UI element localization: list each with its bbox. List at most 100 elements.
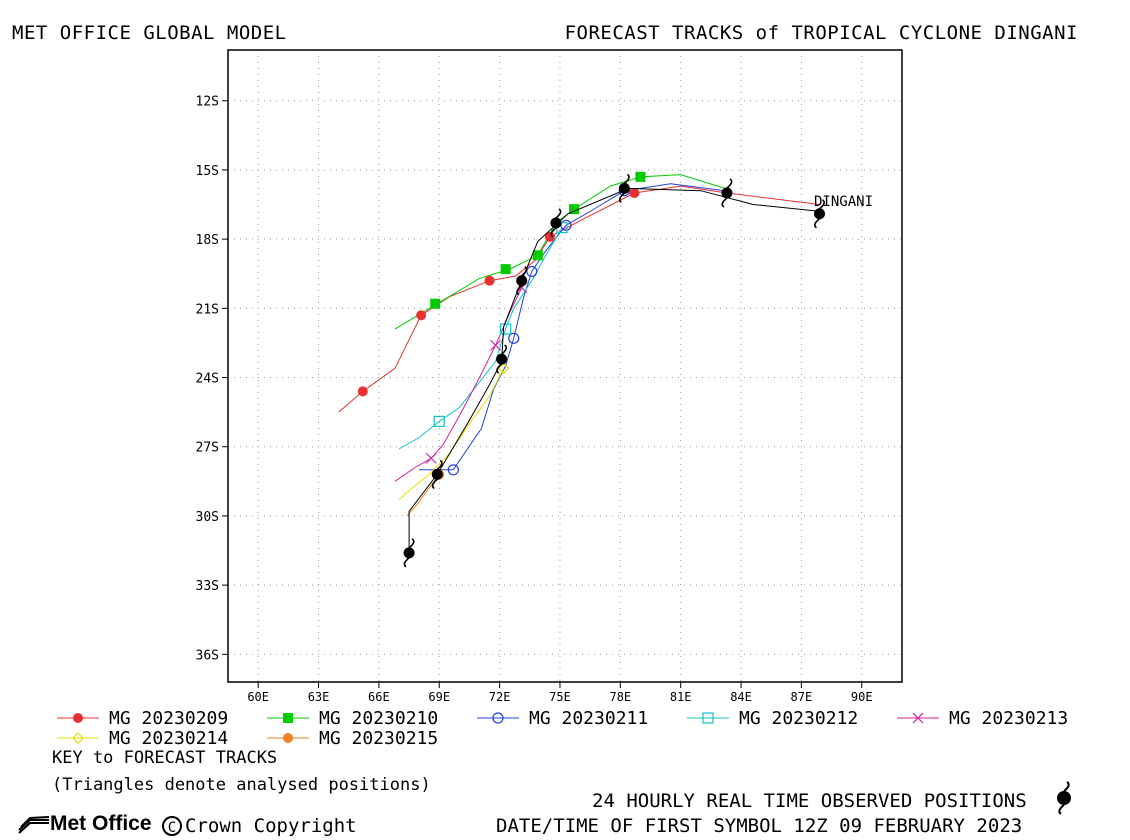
cyclone-arm bbox=[431, 478, 438, 490]
legend-item: MG 20230209 bbox=[55, 707, 228, 729]
observed-cyclone-symbol bbox=[721, 178, 733, 208]
legend-marker bbox=[283, 733, 293, 743]
legend-item: MG 20230211 bbox=[475, 707, 648, 729]
cyclone-arm bbox=[550, 227, 557, 238]
legend-label: MG 20230209 bbox=[109, 707, 229, 729]
copyright: C Crown Copyright bbox=[162, 815, 357, 837]
x-tick-label: 60E bbox=[247, 690, 269, 704]
forecast-marker bbox=[490, 339, 502, 351]
observed-track-line bbox=[408, 187, 822, 556]
forecast-marker bbox=[629, 188, 640, 199]
legend-item: MG 20230214 bbox=[55, 727, 228, 749]
cyclone-arm bbox=[516, 285, 523, 296]
cyclone-arm bbox=[726, 178, 733, 189]
observed-cyclone-symbol bbox=[431, 459, 443, 490]
legend-marker bbox=[702, 712, 714, 724]
x-tick-label: 69E bbox=[428, 690, 450, 704]
cyclone-symbol-icon bbox=[1057, 781, 1071, 815]
forecast-marker bbox=[635, 171, 646, 182]
cyclone-arm bbox=[819, 199, 825, 210]
forecast-marker bbox=[569, 204, 580, 215]
forecast-marker bbox=[560, 219, 572, 231]
met-office-logo: Met Office bbox=[18, 812, 152, 836]
axis-layer: 60E 63E 66E 69E 72E 75E 78E 81E 84E 87E 90E 12S 15S 1… bbox=[196, 95, 873, 704]
legend-marker bbox=[73, 713, 83, 723]
observed-cyclone-symbol bbox=[516, 265, 528, 296]
forecast-marker bbox=[508, 332, 520, 344]
forecast-track-line bbox=[419, 183, 725, 471]
legend-swatch bbox=[57, 732, 99, 744]
cyclone-arm bbox=[408, 538, 415, 549]
header-right-title: FORECAST TRACKS of TROPICAL CYCLONE DING… bbox=[564, 22, 1078, 44]
y-tick-label: 33S bbox=[196, 579, 219, 594]
cyclone-core bbox=[618, 182, 630, 194]
legend-swatch bbox=[267, 733, 309, 743]
observed-cyclone-symbol bbox=[618, 173, 630, 204]
y-tick-label: 18S bbox=[196, 233, 219, 248]
legend-label: MG 20230213 bbox=[949, 707, 1069, 729]
forecast-marker bbox=[497, 362, 510, 375]
observed-cyclone-symbol bbox=[496, 344, 508, 374]
y-tick-label: 30S bbox=[196, 510, 219, 525]
cyclone-arm bbox=[721, 197, 728, 208]
met-office-logo-icon bbox=[18, 814, 50, 834]
copyright-text: Crown Copyright bbox=[185, 815, 357, 837]
cyclone-core bbox=[550, 217, 562, 229]
cyclone-core bbox=[403, 547, 415, 559]
forecast-marker bbox=[526, 265, 538, 278]
x-tick-label: 90E bbox=[851, 690, 873, 704]
x-tick-label: 66E bbox=[368, 690, 390, 704]
legend-swatch bbox=[477, 712, 519, 724]
copyright-icon: C bbox=[162, 816, 182, 836]
legend-item: MG 20230210 bbox=[265, 707, 438, 729]
cyclone-core bbox=[814, 208, 826, 220]
forecast-marker bbox=[433, 415, 445, 427]
header-left-title: MET OFFICE GLOBAL MODEL bbox=[12, 22, 287, 44]
x-tick-label: 72E bbox=[489, 690, 511, 704]
forecast-track-line bbox=[394, 287, 523, 482]
x-tick-label: 78E bbox=[609, 690, 631, 704]
y-tick-label: 36S bbox=[196, 648, 219, 663]
legend-label: MG 20230212 bbox=[739, 707, 859, 729]
forecast-track-line bbox=[338, 185, 820, 413]
legend-triangles-note: (Triangles denote analysed positions) bbox=[52, 775, 431, 795]
legend-marker bbox=[72, 732, 84, 744]
forecast-marker bbox=[357, 386, 368, 397]
y-tick-label: 12S bbox=[196, 95, 219, 110]
observed-layer bbox=[403, 173, 826, 568]
legend-marker bbox=[492, 712, 504, 724]
forecast-marker bbox=[425, 452, 437, 464]
y-tick-label: 24S bbox=[196, 372, 219, 387]
legend-swatch bbox=[897, 712, 939, 724]
legend-swatch bbox=[267, 713, 309, 723]
track-layer bbox=[338, 174, 820, 517]
grid-layer bbox=[228, 50, 902, 682]
y-tick-label: 15S bbox=[196, 164, 219, 179]
observed-cyclone-symbol bbox=[814, 199, 826, 229]
first-symbol-datetime: DATE/TIME OF FIRST SYMBOL 12Z 09 FEBRUAR… bbox=[496, 815, 1023, 837]
cyclone-arm bbox=[814, 218, 821, 229]
cyclone-arm bbox=[403, 557, 410, 568]
legend-label: MG 20230210 bbox=[319, 707, 439, 729]
legend-marker bbox=[912, 712, 924, 724]
forecast-marker bbox=[500, 323, 512, 335]
legend-item: MG 20230212 bbox=[685, 707, 858, 729]
observed-cyclone-symbol bbox=[403, 538, 415, 568]
forecast-track-line bbox=[398, 227, 563, 450]
cyclone-core bbox=[516, 275, 528, 287]
x-tick-label: 84E bbox=[730, 690, 752, 704]
cyclone-arm bbox=[436, 459, 443, 471]
forecast-track-line bbox=[406, 474, 440, 517]
legend-item: MG 20230215 bbox=[265, 727, 438, 749]
cyclone-arm bbox=[496, 363, 503, 374]
forecast-marker bbox=[447, 464, 459, 476]
cyclone-arm bbox=[623, 173, 630, 185]
observed-positions-label: 24 HOURLY REAL TIME OBSERVED POSITIONS bbox=[592, 790, 1027, 812]
cyclone-core bbox=[721, 187, 733, 199]
legend-swatch bbox=[57, 713, 99, 723]
observed-cyclone-symbol bbox=[550, 208, 562, 238]
x-tick-label: 75E bbox=[549, 690, 571, 704]
legend-key-note: KEY to FORECAST TRACKS bbox=[52, 748, 278, 768]
legend-label: MG 20230214 bbox=[109, 727, 229, 749]
forecast-track-line bbox=[394, 174, 726, 330]
